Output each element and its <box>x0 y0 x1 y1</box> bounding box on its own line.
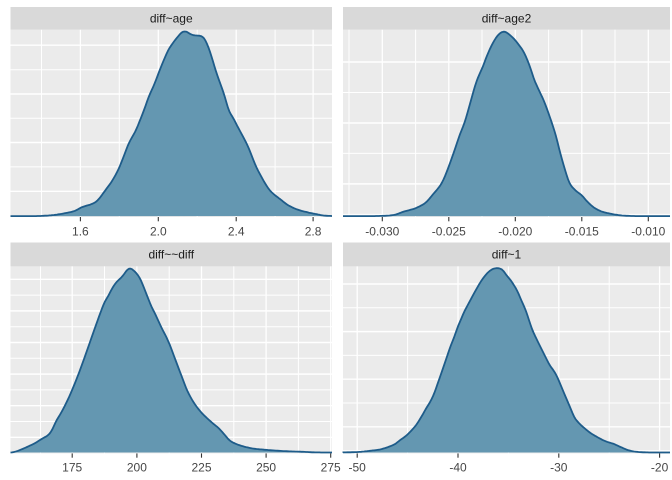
svg-text:-30: -30 <box>550 460 568 474</box>
svg-text:-0.030: -0.030 <box>365 224 399 238</box>
svg-text:-0.015: -0.015 <box>565 224 599 238</box>
svg-text:250: 250 <box>256 460 276 474</box>
svg-text:diff~~diff: diff~~diff <box>148 248 194 262</box>
svg-text:175: 175 <box>62 460 82 474</box>
svg-text:-0.010: -0.010 <box>631 224 665 238</box>
svg-text:-20: -20 <box>651 460 669 474</box>
svg-text:1.6: 1.6 <box>72 224 89 238</box>
svg-text:-50: -50 <box>349 460 367 474</box>
svg-text:275: 275 <box>321 460 341 474</box>
svg-text:200: 200 <box>127 460 147 474</box>
svg-text:diff~age2: diff~age2 <box>482 12 532 26</box>
svg-text:diff~1: diff~1 <box>492 248 522 262</box>
svg-text:-40: -40 <box>449 460 467 474</box>
svg-text:2.4: 2.4 <box>228 224 245 238</box>
svg-text:-0.025: -0.025 <box>432 224 466 238</box>
svg-text:diff~age: diff~age <box>150 12 193 26</box>
svg-text:2.8: 2.8 <box>305 224 322 238</box>
svg-text:225: 225 <box>191 460 211 474</box>
svg-text:2.0: 2.0 <box>150 224 167 238</box>
svg-text:-0.020: -0.020 <box>498 224 532 238</box>
